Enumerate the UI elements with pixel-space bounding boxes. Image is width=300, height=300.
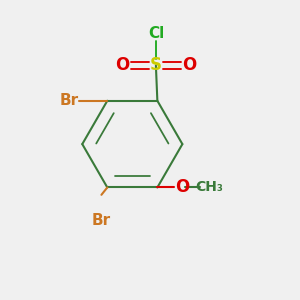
- Text: O: O: [175, 178, 189, 196]
- Text: Cl: Cl: [148, 26, 164, 41]
- Text: S: S: [150, 56, 162, 74]
- Text: O: O: [182, 56, 197, 74]
- Text: Br: Br: [59, 93, 79, 108]
- Text: Br: Br: [92, 213, 111, 228]
- Text: CH₃: CH₃: [195, 181, 223, 194]
- Text: O: O: [115, 56, 129, 74]
